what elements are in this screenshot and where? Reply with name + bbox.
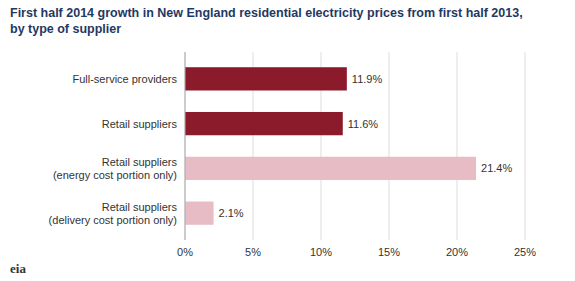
grid-line [525, 52, 526, 240]
data-label: 11.9% [352, 73, 383, 85]
bar [185, 157, 476, 180]
x-tick-label: 15% [378, 246, 400, 258]
bar [185, 112, 343, 135]
category-label: Retail suppliers(energy cost portion onl… [53, 156, 178, 181]
category-label-line: Retail suppliers [102, 201, 178, 213]
data-label: 2.1% [219, 207, 244, 219]
grid-line [457, 52, 458, 240]
category-label-line: Full-service providers [72, 73, 177, 85]
data-label: 21.4% [481, 162, 512, 174]
bars [185, 67, 476, 225]
category-label-line: (energy cost portion only) [53, 169, 177, 181]
data-label: 11.6% [348, 118, 379, 130]
category-label: Full-service providers [72, 73, 177, 85]
x-tick-label: 10% [310, 246, 332, 258]
category-label: Retail suppliers [102, 118, 178, 130]
x-tick-label: 20% [446, 246, 468, 258]
grid-line [389, 52, 390, 240]
bar [185, 67, 347, 90]
category-label-line: (delivery cost portion only) [49, 214, 177, 226]
category-label-line: Retail suppliers [102, 156, 178, 168]
subtitle: by type of supplier [10, 22, 121, 36]
x-tick-label: 5% [245, 246, 261, 258]
annotation: eia [10, 261, 26, 276]
category-label: Retail suppliers(delivery cost portion o… [49, 201, 178, 226]
x-tick-label: 0% [177, 246, 193, 258]
category-label-line: Retail suppliers [102, 118, 178, 130]
grid [185, 52, 525, 240]
y-axis-line [185, 52, 186, 240]
bar [185, 202, 214, 225]
chart: First half 2014 growth in New England re… [0, 0, 575, 281]
title: First half 2014 growth in New England re… [10, 6, 523, 20]
x-tick-label: 25% [514, 246, 536, 258]
grid-line [185, 52, 186, 240]
